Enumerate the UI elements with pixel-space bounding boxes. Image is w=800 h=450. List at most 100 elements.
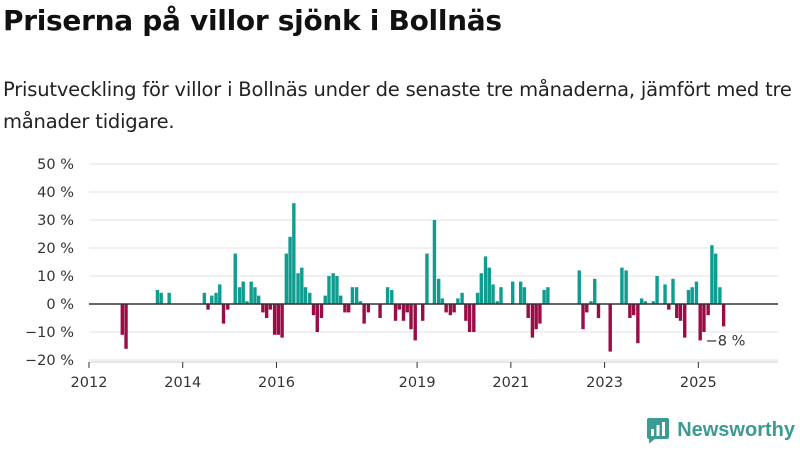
bar (683, 304, 687, 338)
bar (362, 304, 366, 324)
bar (245, 301, 249, 304)
bar (233, 253, 237, 304)
chart-subtitle: Prisutveckling för villor i Bollnäs unde… (3, 78, 792, 133)
bar (405, 304, 409, 313)
bar (343, 304, 347, 313)
bar (721, 304, 726, 327)
y-tick-label: 40 % (37, 185, 74, 201)
bar (596, 304, 601, 318)
bar (467, 304, 472, 332)
bar (346, 304, 351, 313)
bar (589, 301, 593, 304)
bar (311, 304, 316, 316)
bar (124, 304, 128, 349)
bar (350, 287, 355, 304)
bar (542, 290, 546, 304)
bar (472, 304, 476, 332)
y-tick-label: −10 % (25, 325, 74, 341)
bar (256, 295, 261, 304)
bar (323, 295, 327, 304)
bar (667, 304, 671, 310)
bar (487, 267, 491, 304)
bar (120, 304, 124, 335)
x-tick-label: 2023 (586, 375, 623, 388)
bar (686, 290, 691, 304)
bar (397, 304, 401, 310)
bar (448, 304, 453, 316)
y-tick-label: 0 % (46, 297, 74, 313)
bar (409, 304, 413, 330)
bar (390, 290, 394, 304)
y-tick-label: 20 % (37, 241, 74, 257)
bar (385, 287, 390, 304)
bar (534, 304, 538, 330)
y-tick-label: 10 % (37, 269, 74, 285)
bar (499, 287, 503, 304)
x-tick-label: 2014 (164, 375, 201, 388)
bar (319, 304, 324, 318)
bar (593, 278, 597, 304)
bar (378, 304, 382, 318)
bar (284, 253, 289, 304)
y-tick-label: 50 % (37, 157, 74, 173)
bar (546, 287, 550, 304)
bar (167, 292, 171, 304)
bar (491, 284, 495, 304)
bar (713, 253, 718, 304)
bar (651, 301, 656, 304)
bar (202, 292, 206, 304)
bar (585, 304, 589, 313)
bar (522, 287, 527, 304)
y-axis-labels: −20 % −10 % 0 % 10 % 20 % 30 % 40 % 50 % (25, 157, 74, 369)
bar (272, 304, 277, 335)
bar (210, 295, 214, 304)
last-value-label: −8 % (706, 333, 746, 349)
bar (253, 287, 257, 304)
bar (358, 301, 363, 304)
bar (401, 304, 406, 321)
bar (335, 276, 339, 304)
bar (538, 304, 542, 324)
bar (155, 290, 160, 304)
x-tick-label: 2016 (258, 375, 295, 388)
bar (511, 281, 515, 304)
bar (159, 292, 163, 304)
bar (354, 287, 359, 304)
bar (608, 304, 612, 352)
bar (718, 287, 722, 304)
bar (444, 304, 448, 313)
x-axis: 2012 2014 2016 2019 2021 2023 2025 (71, 361, 778, 388)
bar (663, 284, 667, 304)
bar (421, 304, 425, 321)
bar (577, 270, 581, 304)
bar (366, 304, 371, 313)
bar (432, 220, 437, 304)
bar (456, 298, 460, 304)
bar (655, 276, 659, 304)
bar (495, 301, 499, 304)
bar (221, 304, 226, 324)
bar (303, 287, 308, 304)
bar (413, 304, 417, 341)
bar (440, 298, 445, 304)
newsworthy-logo[interactable]: Newsworthy (646, 416, 795, 444)
bar (678, 304, 683, 321)
bar (643, 301, 648, 304)
bar (526, 304, 530, 318)
bar (226, 304, 230, 310)
bar (702, 304, 706, 332)
bar (639, 298, 644, 304)
bar (249, 281, 253, 304)
bar (624, 270, 628, 304)
bar (479, 273, 484, 304)
newsworthy-logo-text: Newsworthy (677, 418, 795, 441)
bar (530, 304, 535, 338)
bar (241, 281, 245, 304)
bar (452, 304, 456, 313)
bar (710, 245, 714, 304)
bar (706, 304, 710, 316)
bar (464, 304, 468, 321)
bar (261, 304, 265, 313)
bar (264, 304, 269, 318)
bar (331, 273, 335, 304)
